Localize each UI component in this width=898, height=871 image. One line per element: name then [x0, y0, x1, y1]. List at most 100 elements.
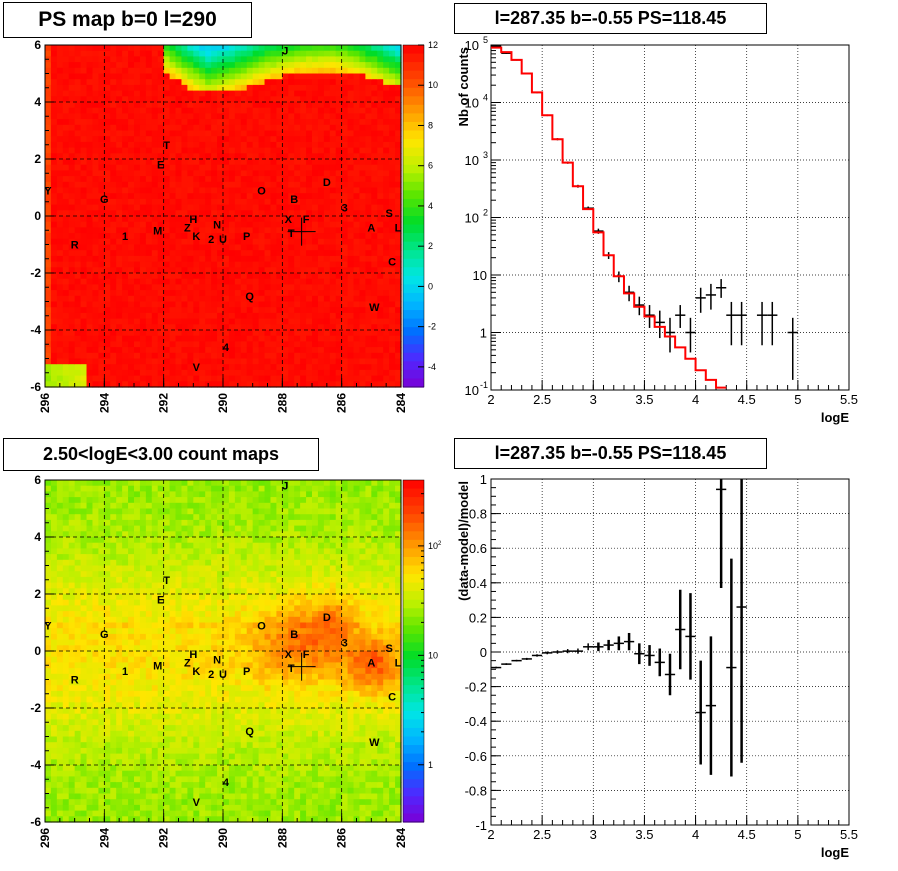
ps-map-colorbar-cell: [403, 79, 424, 89]
count-map-xtick-label: 296: [38, 828, 52, 848]
count-map-ytick-label: 4: [34, 530, 41, 544]
ps-map-colorbar-cell: [403, 327, 424, 337]
ps-map-source-label: X: [285, 214, 293, 226]
count-map-colorbar-frame: [402, 479, 425, 823]
ps-map-source-label: N: [213, 220, 221, 232]
count-map-source-label: V: [193, 797, 201, 809]
ps-map-colorbar-cell: [403, 241, 424, 251]
ps-map-xtick-label: 294: [97, 393, 111, 413]
ps-map-colorbar-cell: [403, 344, 424, 354]
residuals-xtick-label: 2: [487, 827, 494, 842]
residuals-ytick-label: -1: [475, 818, 487, 833]
ps-map-xtick-label: 292: [157, 393, 171, 413]
ps-map-colorbar-frame: [402, 44, 425, 388]
count-map-source-label: C: [388, 692, 396, 704]
count-map-colorbar-cell: [403, 505, 424, 515]
ps-map-colorbar-cell: [403, 275, 424, 285]
ps-map-source-label: K: [192, 231, 200, 243]
count-map-colorbar-cell: [403, 779, 424, 789]
count-map-colorbar-cell: [403, 702, 424, 712]
spectrum-xtick-label: 5: [794, 392, 801, 407]
count-map-colorbar-cell: [403, 745, 424, 755]
spectrum-ytick-label: 10: [465, 38, 479, 53]
count-map-title: 2.50<logE<3.00 count maps: [3, 438, 319, 471]
count-map-colorbar-cell: [403, 787, 424, 797]
spectrum-ytick-exp: 3: [483, 150, 488, 160]
ps-map-source-label: 2: [208, 234, 214, 246]
count-map-colorbar-cell: [403, 574, 424, 584]
count-map-colorbar-cell: [403, 582, 424, 592]
count-map-colorbar-cell: [403, 548, 424, 558]
count-map-colorbar-cell: [403, 770, 424, 780]
spectrum-xtick-label: 2: [487, 392, 494, 407]
ps-map-source-label: A: [367, 222, 375, 234]
count-map-colorbar-cell: [403, 813, 424, 823]
count-map-source-label: U: [219, 669, 227, 681]
ps-map-source-label: Y: [44, 185, 52, 197]
ps-map-source-label: 3: [342, 202, 348, 214]
count-map-source-label: S: [385, 643, 392, 655]
ps-map-source-label: Z: [184, 222, 191, 234]
ps-map-colorbar-cell: [403, 310, 424, 320]
count-map-xtick-label: 292: [157, 828, 171, 848]
count-map-colorbar-cell: [403, 522, 424, 532]
ps-map-colorbar-cell: [403, 250, 424, 260]
ps-map-colorbar-cell: [403, 378, 424, 388]
residuals-plot-area: [491, 479, 849, 825]
ps-map-colorbar-cell: [403, 113, 424, 123]
spectrum-ylabel: Nb of counts: [456, 47, 471, 126]
spectrum-ytick-label: 10: [465, 211, 479, 226]
spectrum-ytick-exp: 2: [483, 208, 488, 218]
ps-map-source-label: W: [369, 302, 380, 314]
ps-map-ytick-label: -2: [30, 266, 41, 280]
ps-map-colorbar-tick-label: 12: [428, 40, 438, 50]
ps-map-colorbar-cell: [403, 318, 424, 328]
count-map-colorbar-cell: [403, 719, 424, 729]
ps-map-source-label: L: [395, 222, 402, 234]
residuals-ytick-label: 0.8: [469, 507, 487, 522]
ps-map-colorbar-cell: [403, 190, 424, 200]
count-map-xtick-label: 284: [394, 828, 408, 848]
ps-map-ytick-label: -6: [30, 380, 41, 394]
spectrum-ytick-label: 1: [480, 326, 487, 341]
count-map-colorbar-cell: [403, 685, 424, 695]
count-map-colorbar-cell: [403, 753, 424, 763]
residuals-grid: [491, 479, 849, 825]
count-map-source-label: M: [153, 660, 162, 672]
ps-map-colorbar-cell: [403, 284, 424, 294]
ps-map-colorbar-cell: [403, 173, 424, 183]
ps-map-source-label: G: [100, 194, 109, 206]
ps-map-title: PS map b=0 l=290: [3, 2, 252, 38]
ps-map-source-label: T: [288, 228, 295, 240]
ps-map-colorbar-cell: [403, 104, 424, 114]
count-map-colorbar-cell: [403, 591, 424, 601]
ps-map-grid: [45, 45, 401, 387]
residuals-ytick-label: 1: [480, 472, 487, 487]
residuals-xtick-label: 3.5: [635, 827, 653, 842]
ps-map-colorbar-cell: [403, 53, 424, 63]
ps-map-colorbar-tick-label: 2: [428, 241, 433, 251]
count-map-source-label: O: [257, 620, 266, 632]
count-map-colorbar-cell: [403, 556, 424, 567]
residuals-xtick-label: 4.5: [738, 827, 756, 842]
count-map-source-label: N: [213, 655, 221, 667]
ps-map-colorbar-cell: [403, 70, 424, 80]
count-map-colorbar-cell: [403, 736, 424, 746]
count-map-colorbar-cell: [403, 693, 424, 703]
count-map-colorbar-cell: [403, 514, 424, 524]
ps-map-source-label: S: [385, 208, 392, 220]
ps-map-source-label: F: [303, 214, 310, 226]
residuals-chart: 2 2.5 3 3.5 4 4.5 5 5.5 -1 -0.8 -0.6 -0.4 -0.2 0 0.2 0.…: [456, 472, 858, 860]
count-map-colorbar-cell: [403, 633, 424, 644]
ps-map-xtick-label: 296: [38, 393, 52, 413]
spectrum-xtick-label: 5.5: [840, 392, 858, 407]
count-map-source-label: A: [367, 657, 375, 669]
ps-map-colorbar-cell: [403, 335, 424, 345]
count-map-colorbar-cell: [403, 488, 424, 498]
count-map-colorbar-cell: [403, 676, 424, 686]
ps-map-source-label: R: [71, 240, 79, 252]
count-map-colorbar-cell: [403, 599, 424, 609]
count-map-source-label: 1: [122, 666, 128, 678]
